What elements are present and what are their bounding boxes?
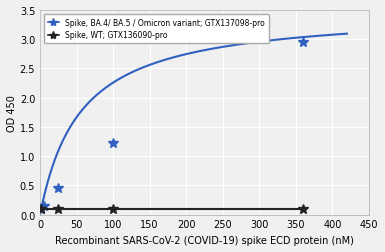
Y-axis label: OD 450: OD 450 [7, 94, 17, 131]
X-axis label: Recombinant SARS-CoV-2 (COVID-19) spike ECD protein (nM): Recombinant SARS-CoV-2 (COVID-19) spike … [55, 235, 354, 245]
Legend: Spike, BA.4/ BA.5 / Omicron variant; GTX137098-pro, Spike, WT; GTX136090-pro: Spike, BA.4/ BA.5 / Omicron variant; GTX… [44, 15, 269, 44]
